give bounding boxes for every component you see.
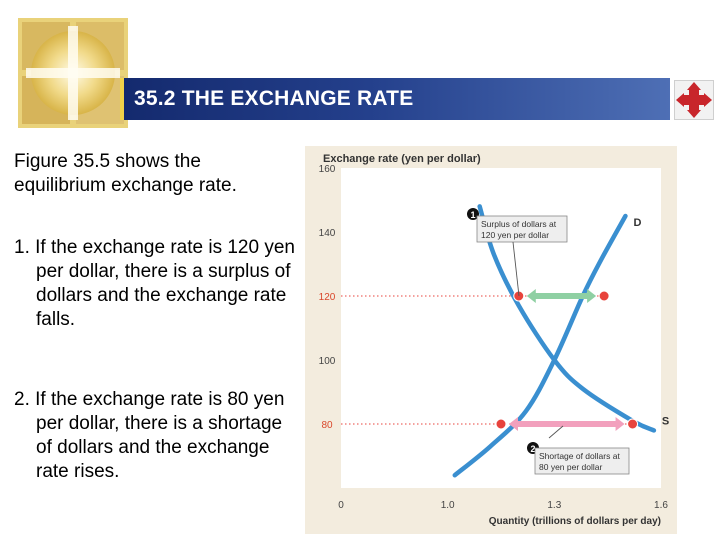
y-tick-label: 100 <box>319 356 336 367</box>
y-tick-label: 80 <box>321 420 333 431</box>
annotation-two-number: 2 <box>530 444 535 454</box>
intro-text: Figure 35.5 shows the equilibrium exchan… <box>14 151 237 196</box>
annotation-one-number: 1 <box>470 210 475 220</box>
exchange-rate-chart: Exchange rate (yen per dollar) Quantity … <box>319 153 670 527</box>
point-two-number: 2. <box>14 389 30 410</box>
shortage-arrow-head-left <box>509 417 518 431</box>
annotation-two: 2 Shortage of dollars at 80 yen per doll… <box>527 425 630 475</box>
x-tick-label: 1.3 <box>547 500 561 511</box>
chart-panel: Exchange rate (yen per dollar) Quantity … <box>305 146 677 534</box>
curve-d <box>452 213 628 478</box>
y-tick-label: 160 <box>319 164 336 175</box>
surplus-arrow-head-left <box>526 289 536 303</box>
point-two-text: If the exchange rate is 80 yen per dolla… <box>35 389 285 482</box>
annotation-two-line1: Shortage of dollars at <box>539 451 620 461</box>
point-one: 1. If the exchange rate is 120 yen per d… <box>14 236 296 332</box>
x-tick-label: 1.0 <box>441 500 455 511</box>
shortage-arrow-head-right <box>615 417 625 431</box>
y-tick-label: 140 <box>319 228 336 239</box>
slide-title: 35.2 THE EXCHANGE RATE <box>134 87 414 110</box>
series-label-s: S <box>662 415 669 427</box>
navigation-button[interactable] <box>674 80 714 120</box>
move-arrows-icon <box>676 82 712 118</box>
annotation-one-line1: Surplus of dollars at <box>481 219 557 229</box>
point-one-text: If the exchange rate is 120 yen per doll… <box>35 237 295 330</box>
x-axis-label: Quantity (trillions of dollars per day) <box>489 516 661 527</box>
data-marker <box>627 418 639 430</box>
point-two: 2. If the exchange rate is 80 yen per do… <box>14 388 296 484</box>
point-one-number: 1. <box>14 237 30 258</box>
y-axis-label: Exchange rate (yen per dollar) <box>323 153 481 165</box>
x-tick-label: 0 <box>338 500 344 511</box>
data-marker <box>495 418 507 430</box>
y-tick-label: 120 <box>319 292 336 303</box>
title-bar: 35.2 THE EXCHANGE RATE <box>120 78 670 120</box>
annotation-one: 1 Surplus of dollars at 120 yen per doll… <box>467 208 568 297</box>
surplus-arrow-head-right <box>587 289 597 303</box>
series-label-d: D <box>633 217 641 229</box>
x-tick-label: 1.6 <box>654 500 668 511</box>
annotation-two-line2: 80 yen per dollar <box>539 462 602 472</box>
logo-graphic <box>18 18 128 128</box>
data-marker <box>598 290 610 302</box>
annotation-one-line2: 120 yen per dollar <box>481 230 549 240</box>
